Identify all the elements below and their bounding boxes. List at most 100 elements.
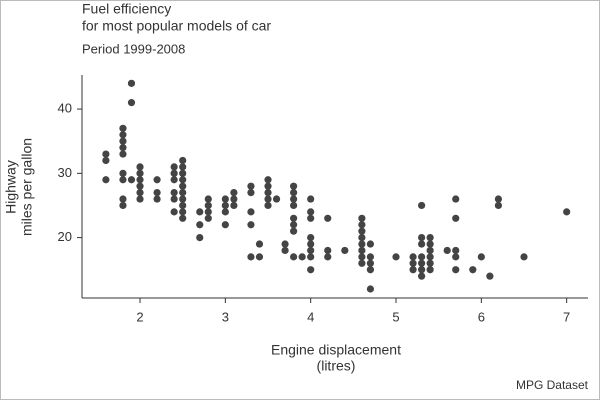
point [204,195,212,203]
point [426,246,434,255]
point [264,195,272,203]
point [563,208,571,216]
point [119,137,127,145]
point [418,233,426,242]
point [418,259,426,267]
point [170,176,178,184]
point [179,195,187,203]
point [127,176,136,184]
point [221,195,229,203]
x-tick-label: 7 [563,309,570,324]
point [324,214,332,222]
point [179,163,187,171]
point [366,253,375,261]
point [452,266,460,274]
x-tick-label: 4 [307,309,314,324]
point [102,150,110,158]
point [290,221,298,229]
point [290,201,298,210]
point [136,169,144,177]
x-axis-label: (litres) [317,358,356,374]
point [230,195,238,203]
point [119,150,127,158]
point [409,253,417,261]
point [179,189,187,197]
chart-subtitle: Period 1999-2008 [82,41,185,56]
point [426,240,434,248]
point [247,253,255,261]
point [102,156,110,165]
point [221,221,229,229]
point [281,246,289,255]
y-tick-label: 40 [58,100,72,115]
point [179,169,187,177]
point [324,246,332,255]
point [358,233,366,242]
point [119,195,127,203]
point [196,208,204,216]
point [264,176,272,184]
point [358,259,366,267]
point [307,240,315,248]
point [272,195,281,203]
point [392,253,400,261]
point [119,169,127,177]
point [102,176,110,184]
point [307,253,315,261]
point [418,266,426,274]
point [179,214,187,222]
point [477,253,485,261]
point [486,272,494,280]
point [204,208,212,216]
chart-title: for most popular models of car [82,18,271,34]
point [221,208,229,216]
y-axis-label: miles per gallon [19,138,35,236]
point [358,240,366,248]
point [170,163,178,171]
x-tick-label: 6 [478,309,485,324]
point [298,253,306,261]
point [290,214,298,222]
point [247,208,255,216]
point [418,272,426,280]
point [153,189,161,197]
point [426,233,434,242]
point [290,227,298,235]
point [307,214,315,222]
point [170,169,178,177]
y-tick-label: 20 [58,229,72,244]
point [418,201,426,210]
point [409,266,417,274]
point [127,99,136,107]
point [179,176,187,184]
point [358,253,366,261]
point [452,214,460,222]
point [452,253,460,261]
point [247,189,255,197]
point [324,253,332,261]
point [255,253,264,261]
point [358,227,366,235]
point [452,246,460,255]
point [307,208,315,216]
point [196,233,204,242]
point [307,233,315,242]
point [179,182,187,190]
point [247,182,255,190]
point [520,253,528,261]
x-tick-label: 3 [222,309,229,324]
point [119,131,127,139]
point [119,124,127,132]
point [136,176,144,184]
point [426,266,434,274]
point [358,246,366,255]
caption: MPG Dataset [516,378,589,392]
point [358,214,366,222]
point [136,189,144,197]
point [494,201,503,210]
x-tick-label: 2 [136,309,143,324]
point [341,246,349,255]
point [443,246,451,255]
